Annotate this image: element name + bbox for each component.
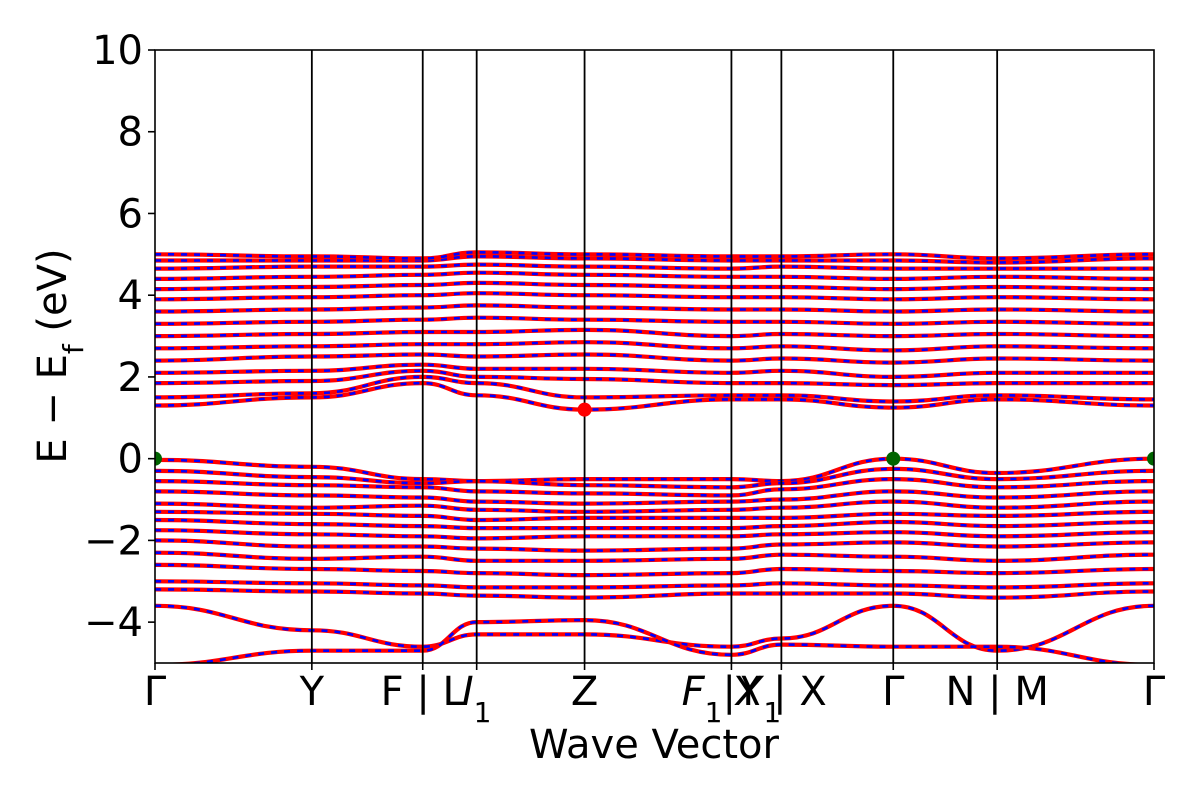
band-line-dash-24 [155, 291, 1154, 301]
plot-frame [154, 49, 1155, 664]
extremum-marker-1 [886, 451, 901, 466]
band-lines [155, 250, 1154, 663]
band-line-dash-1 [155, 467, 1154, 489]
x-tick-label: Γ [144, 669, 167, 715]
band-line-dash-27 [155, 263, 1154, 270]
y-tick-label: −4 [84, 600, 143, 646]
band-line-dash-12 [155, 588, 1154, 599]
band-line-dash-29 [155, 250, 1154, 260]
band-line-dash-6 [155, 518, 1154, 530]
x-axis: Γ Y F | LI1 Z F1|X1Y | X Γ N | M Γ [144, 663, 1166, 729]
band-line-dash-3 [155, 490, 1154, 505]
y-axis: −4 −2 0 2 4 6 8 10 [84, 28, 155, 646]
band-line-dash-15 [155, 381, 1154, 411]
band-line-dash-2 [155, 477, 1154, 497]
x-tick-label: Y | X [735, 669, 827, 715]
band-line-dash-11 [155, 580, 1154, 589]
x-tick-label: Γ [1143, 669, 1166, 715]
band-line-dash-18 [155, 363, 1154, 379]
band-line-dash-4 [155, 500, 1154, 514]
band-line-dash-23 [155, 304, 1154, 313]
band-line-dash-16 [155, 375, 1154, 403]
band-line-13 [155, 603, 1154, 653]
band-line-14 [155, 617, 1154, 663]
extremum-marker-2 [1147, 451, 1154, 466]
y-tick-label: 2 [118, 355, 143, 401]
x-axis-title: Wave Vector [529, 722, 780, 768]
y-tick-label: 0 [118, 437, 143, 483]
extremum-marker-0 [155, 451, 162, 466]
band-line-dash-8 [155, 539, 1154, 552]
band-line-dash-21 [155, 328, 1154, 338]
x-tick-label: I1 [462, 669, 492, 729]
x-tick-label: Z [571, 669, 598, 715]
band-line-dash-9 [155, 551, 1154, 563]
band-line-dash-20 [155, 340, 1154, 352]
band-line-dash-0 [155, 457, 1154, 483]
band-line-dash-28 [155, 255, 1154, 264]
band-line-dash-22 [155, 316, 1154, 326]
y-tick-label: −2 [84, 518, 143, 564]
band-line-dash-10 [155, 563, 1154, 577]
band-line-dash-14 [179, 618, 1133, 663]
kpoint-dividers [310, 50, 999, 663]
x-tick-label: F | L [381, 669, 466, 715]
x-tick-label: N | M [945, 669, 1048, 715]
y-tick-label: 6 [118, 191, 143, 237]
y-axis-title: E − Ef (eV) [30, 248, 90, 463]
extremum-marker-3 [577, 402, 592, 417]
y-tick-label: 4 [118, 273, 143, 319]
band-line-dash-19 [155, 353, 1154, 364]
x-tick-label: Y [299, 669, 325, 715]
y-tick-label: 8 [118, 110, 143, 156]
x-tick-label: Γ [882, 669, 905, 715]
band-line-dash-26 [155, 271, 1154, 281]
band-line-dash-17 [155, 369, 1154, 387]
x-tick-label: F1|X1 [682, 669, 782, 729]
y-tick-label: 10 [92, 28, 143, 74]
band-line-dash-7 [155, 528, 1154, 540]
band-line-dash-13 [155, 604, 1154, 653]
band-line-dash-5 [155, 510, 1154, 522]
extrema-markers [155, 402, 1154, 466]
band-line-dash-25 [155, 281, 1154, 291]
